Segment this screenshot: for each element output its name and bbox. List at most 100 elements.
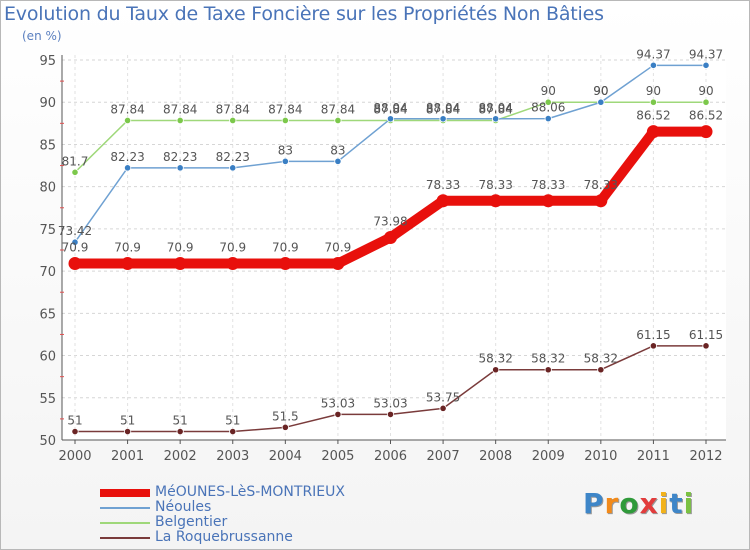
data-point	[646, 125, 660, 139]
data-point	[71, 238, 79, 246]
data-label: 70.9	[272, 241, 299, 255]
logo-letter: x	[639, 487, 659, 520]
x-tick-label: 2012	[689, 449, 722, 464]
legend-item-meounes: MéOUNES-LèS-MONTRIEUX	[100, 485, 345, 500]
data-label: 94.37	[636, 47, 670, 61]
x-tick-label: 2001	[111, 449, 144, 464]
data-point	[229, 116, 237, 125]
data-label: 86.52	[689, 109, 723, 123]
logo-letter: i	[658, 487, 670, 520]
data-label: 87.84	[163, 102, 197, 116]
data-point	[71, 427, 79, 436]
x-tick-label: 2002	[164, 449, 197, 464]
data-point	[699, 125, 713, 139]
data-point	[281, 157, 289, 165]
legend-swatch-meounes	[100, 489, 150, 497]
data-point	[176, 427, 184, 436]
data-point	[436, 194, 450, 208]
data-label: 87.84	[426, 102, 460, 116]
data-label: 87.84	[478, 102, 512, 116]
data-point	[649, 61, 658, 69]
data-point	[334, 410, 342, 419]
data-point	[594, 194, 608, 208]
data-point	[176, 164, 184, 172]
data-label: 81.7	[62, 154, 89, 168]
data-label: 78.33	[531, 178, 565, 192]
data-point	[702, 61, 710, 69]
data-point	[702, 98, 710, 106]
data-label: 90	[541, 84, 556, 98]
y-tick-label: 55	[39, 392, 56, 407]
legend-label-belgentier: Belgentier	[155, 514, 228, 530]
data-label: 53.03	[373, 396, 407, 410]
logo-letter: P	[583, 487, 605, 520]
data-point	[123, 116, 132, 125]
data-point	[544, 98, 552, 106]
data-point	[278, 257, 292, 271]
y-tick-label: 85	[39, 138, 56, 153]
data-label: 51	[173, 414, 188, 428]
legend-item-belgentier: Belgentier	[100, 515, 345, 530]
data-label: 94.37	[689, 47, 723, 61]
data-label: 88.04	[426, 101, 460, 115]
data-label: 90	[593, 84, 608, 98]
data-point	[123, 427, 132, 436]
data-point	[649, 342, 658, 350]
data-label: 87.84	[321, 102, 355, 116]
data-point	[226, 257, 240, 271]
data-point	[492, 115, 500, 123]
data-label: 51	[120, 414, 135, 428]
data-point	[176, 116, 184, 125]
data-label: 51	[67, 414, 82, 428]
data-point	[123, 164, 132, 172]
data-point	[71, 168, 79, 176]
x-tick-label: 2005	[321, 449, 354, 464]
chart-unit-label: (en %)	[22, 29, 62, 43]
proxiti-logo: Proxiti	[583, 487, 694, 520]
data-label: 73.98	[373, 215, 407, 229]
y-tick-label: 80	[39, 181, 56, 196]
data-label: 61.15	[689, 328, 723, 342]
data-point	[281, 423, 289, 431]
logo-letter: i	[683, 487, 695, 520]
data-label: 82.23	[163, 150, 197, 164]
data-label: 61.15	[636, 328, 670, 342]
data-point	[229, 164, 237, 172]
data-label: 78.33	[584, 178, 618, 192]
x-tick-label: 2006	[374, 449, 407, 464]
y-tick-label: 65	[39, 307, 56, 322]
data-point	[121, 257, 135, 271]
y-tick-label: 70	[39, 265, 56, 280]
data-point	[331, 257, 345, 271]
data-point	[229, 427, 237, 436]
data-label: 87.84	[110, 102, 144, 116]
data-point	[541, 194, 555, 208]
data-point	[281, 116, 289, 125]
data-label: 70.9	[167, 241, 194, 255]
data-point	[334, 116, 342, 125]
y-tick-label: 95	[39, 54, 56, 69]
y-tick-label: 60	[39, 350, 56, 365]
legend-swatch-belgentier	[100, 522, 150, 524]
x-tick-label: 2011	[637, 449, 670, 464]
data-label: 53.03	[321, 396, 355, 410]
data-label: 90	[646, 84, 661, 98]
data-label: 82.23	[110, 150, 144, 164]
legend-label-meounes: MéOUNES-LèS-MONTRIEUX	[155, 484, 345, 500]
legend-label-roquebrussanne: La Roquebrussanne	[155, 529, 293, 545]
data-point	[386, 115, 395, 123]
data-point	[386, 410, 395, 419]
x-tick-label: 2000	[58, 449, 91, 464]
data-point	[597, 98, 605, 106]
data-point	[384, 231, 397, 245]
data-label: 78.33	[426, 178, 460, 192]
legend-swatch-roquebrussanne	[100, 537, 150, 539]
data-label: 86.52	[636, 109, 670, 123]
data-label: 70.9	[62, 241, 89, 255]
data-point	[439, 115, 447, 123]
data-point	[173, 257, 187, 271]
legend-swatch-neoules	[100, 507, 150, 509]
legend-item-roquebrussanne: La Roquebrussanne	[100, 530, 345, 545]
data-point	[492, 366, 500, 374]
